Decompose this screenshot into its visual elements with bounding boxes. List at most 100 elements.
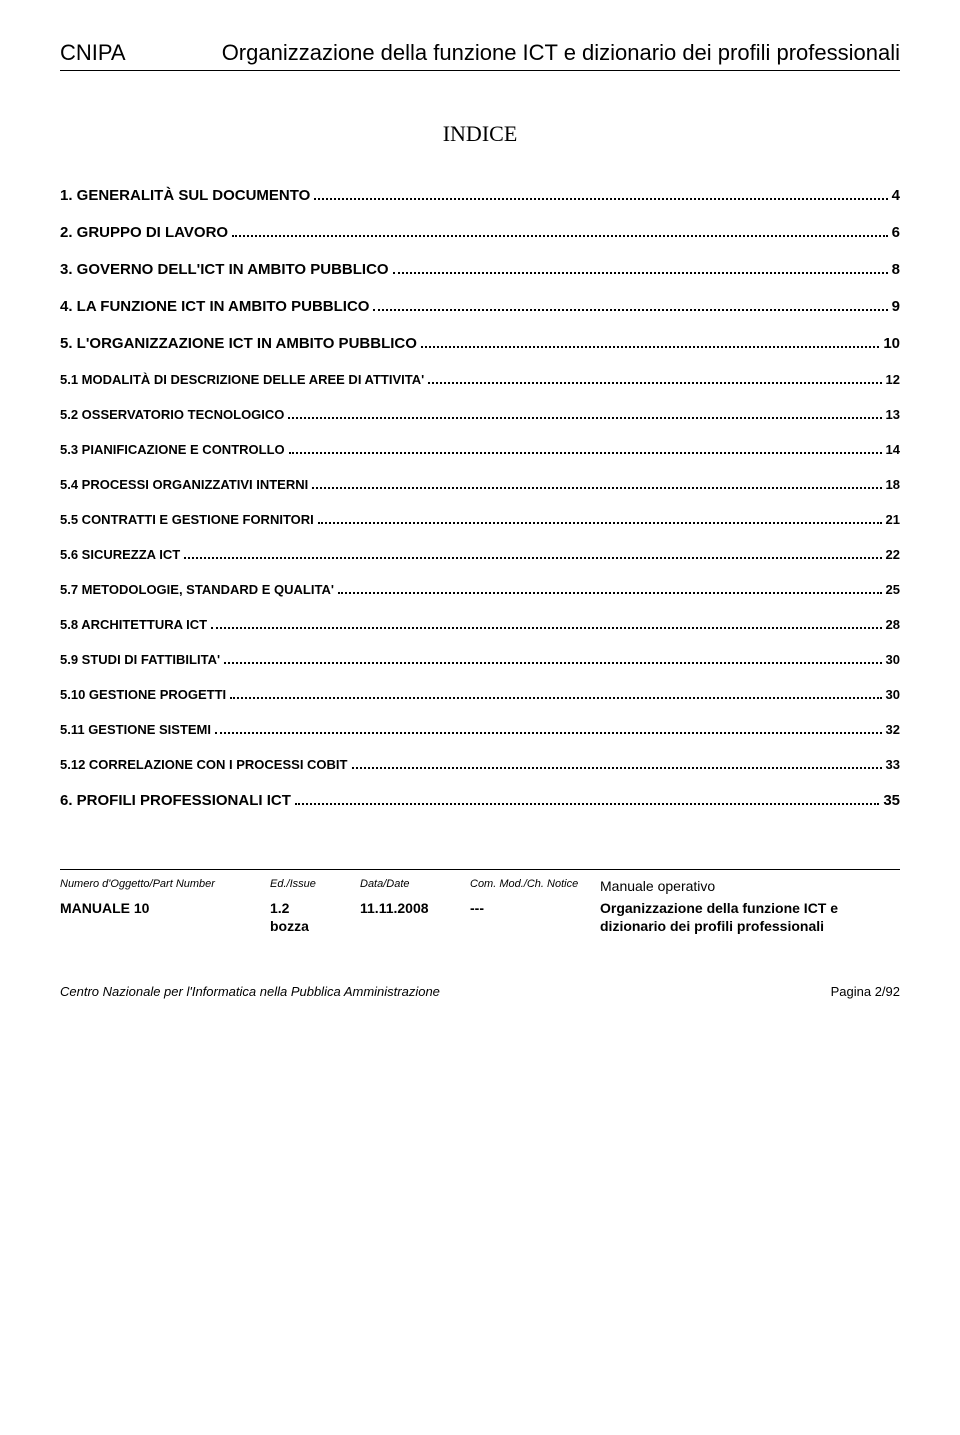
toc-page: 35 xyxy=(883,792,900,809)
toc-dots xyxy=(352,767,882,769)
bottom-org: Centro Nazionale per l'Informatica nella… xyxy=(60,984,440,999)
footer-h-notice: Com. Mod./Ch. Notice xyxy=(470,878,600,894)
toc-entry: 5.9 STUDI DI FATTIBILITA' 30 xyxy=(60,652,900,667)
bottom-page-label: Pagina xyxy=(831,984,875,999)
toc-dots xyxy=(312,487,881,489)
toc-page: 21 xyxy=(886,512,900,527)
toc-label: 6. PROFILI PROFESSIONALI ICT xyxy=(60,792,291,809)
toc-dots xyxy=(289,452,882,454)
toc-label: 5. L'ORGANIZZAZIONE ICT IN AMBITO PUBBLI… xyxy=(60,335,417,352)
toc-label: 5.6 SICUREZZA ICT xyxy=(60,547,180,562)
footer-divider xyxy=(60,869,900,870)
document-header: CNIPA Organizzazione della funzione ICT … xyxy=(60,40,900,71)
toc-page: 28 xyxy=(886,617,900,632)
toc-dots xyxy=(232,235,888,237)
footer-v2-c4 xyxy=(470,918,600,934)
toc-page: 13 xyxy=(886,407,900,422)
toc-page: 25 xyxy=(886,582,900,597)
footer-v-issue: 1.2 xyxy=(270,900,360,916)
toc-entry: 5.8 ARCHITETTURA ICT 28 xyxy=(60,617,900,632)
toc-dots xyxy=(295,803,879,805)
toc-page: 33 xyxy=(886,757,900,772)
toc-entry: 5.11 GESTIONE SISTEMI 32 xyxy=(60,722,900,737)
toc-page: 22 xyxy=(886,547,900,562)
toc-entry: 5.1 MODALITÀ DI DESCRIZIONE DELLE AREE D… xyxy=(60,372,900,387)
toc-label: 1. GENERALITÀ SUL DOCUMENTO xyxy=(60,187,310,204)
toc-page: 10 xyxy=(883,335,900,352)
toc-entry: 5.5 CONTRATTI E GESTIONE FORNITORI 21 xyxy=(60,512,900,527)
footer-values: MANUALE 10 1.2 11.11.2008 --- Organizzaz… xyxy=(60,900,900,916)
toc-page: 18 xyxy=(886,477,900,492)
toc-page: 30 xyxy=(886,652,900,667)
toc-label: 5.4 PROCESSI ORGANIZZATIVI INTERNI xyxy=(60,477,308,492)
footer-v-desc1: Organizzazione della funzione ICT e xyxy=(600,900,900,916)
toc-dots xyxy=(428,382,881,384)
toc-entry: 5.3 PIANIFICAZIONE E CONTROLLO 14 xyxy=(60,442,900,457)
toc-label: 5.2 OSSERVATORIO TECNOLOGICO xyxy=(60,407,284,422)
toc-dots xyxy=(215,732,882,734)
toc-dots xyxy=(373,309,887,311)
toc-entry: 2. GRUPPO DI LAVORO 6 xyxy=(60,224,900,241)
toc-dots xyxy=(184,557,881,559)
toc-entry: 5.10 GESTIONE PROGETTI 30 xyxy=(60,687,900,702)
toc-page: 14 xyxy=(886,442,900,457)
footer-h-issue: Ed./Issue xyxy=(270,878,360,894)
footer-v-date: 11.11.2008 xyxy=(360,900,470,916)
toc-label: 2. GRUPPO DI LAVORO xyxy=(60,224,228,241)
toc-entry: 5.12 CORRELAZIONE CON I PROCESSI COBIT 33 xyxy=(60,757,900,772)
toc-entry: 3. GOVERNO DELL'ICT IN AMBITO PUBBLICO 8 xyxy=(60,261,900,278)
toc-entry: 5.4 PROCESSI ORGANIZZATIVI INTERNI 18 xyxy=(60,477,900,492)
toc-entry: 5.6 SICUREZZA ICT 22 xyxy=(60,547,900,562)
toc-dots xyxy=(211,627,881,629)
toc-label: 4. LA FUNZIONE ICT IN AMBITO PUBBLICO xyxy=(60,298,369,315)
toc-label: 5.12 CORRELAZIONE CON I PROCESSI COBIT xyxy=(60,757,348,772)
toc-label: 3. GOVERNO DELL'ICT IN AMBITO PUBBLICO xyxy=(60,261,389,278)
toc-label: 5.7 METODOLOGIE, STANDARD E QUALITA' xyxy=(60,582,334,597)
header-title: Organizzazione della funzione ICT e dizi… xyxy=(222,40,900,66)
footer-v2-desc2: dizionario dei profili professionali xyxy=(600,918,900,934)
toc-page: 9 xyxy=(892,298,900,315)
footer-h-date: Data/Date xyxy=(360,878,470,894)
footer-v-notice: --- xyxy=(470,900,600,916)
toc-entry: 5.7 METODOLOGIE, STANDARD E QUALITA' 25 xyxy=(60,582,900,597)
toc-entry: 4. LA FUNZIONE ICT IN AMBITO PUBBLICO 9 xyxy=(60,298,900,315)
table-of-contents: 1. GENERALITÀ SUL DOCUMENTO 4 2. GRUPPO DI… xyxy=(60,187,900,809)
toc-dots xyxy=(224,662,881,664)
toc-dots xyxy=(421,346,879,348)
toc-dots xyxy=(230,697,881,699)
footer-v2-c1 xyxy=(60,918,270,934)
toc-dots xyxy=(338,592,882,594)
toc-label: 5.5 CONTRATTI E GESTIONE FORNITORI xyxy=(60,512,314,527)
footer-values-2: bozza dizionario dei profili professiona… xyxy=(60,918,900,934)
toc-label: 5.10 GESTIONE PROGETTI xyxy=(60,687,226,702)
header-org: CNIPA xyxy=(60,40,126,66)
toc-entry: 1. GENERALITÀ SUL DOCUMENTO 4 xyxy=(60,187,900,204)
footer-v2-c2: bozza xyxy=(270,918,360,934)
toc-entry: 5.2 OSSERVATORIO TECNOLOGICO 13 xyxy=(60,407,900,422)
indice-heading: INDICE xyxy=(60,121,900,147)
bottom-page: Pagina 2/92 xyxy=(831,984,900,999)
bottom-footer: Centro Nazionale per l'Informatica nella… xyxy=(60,984,900,999)
toc-page: 6 xyxy=(892,224,900,241)
toc-entry: 6. PROFILI PROFESSIONALI ICT 35 xyxy=(60,792,900,809)
toc-label: 5.3 PIANIFICAZIONE E CONTROLLO xyxy=(60,442,285,457)
toc-label: 5.1 MODALITÀ DI DESCRIZIONE DELLE AREE D… xyxy=(60,372,424,387)
footer-h-manual: Manuale operativo xyxy=(600,878,900,894)
footer-v-partnumber: MANUALE 10 xyxy=(60,900,270,916)
toc-dots xyxy=(318,522,882,524)
toc-page: 4 xyxy=(892,187,900,204)
toc-label: 5.11 GESTIONE SISTEMI xyxy=(60,722,211,737)
toc-dots xyxy=(314,198,887,200)
toc-page: 8 xyxy=(892,261,900,278)
toc-label: 5.9 STUDI DI FATTIBILITA' xyxy=(60,652,220,667)
footer-v2-c3 xyxy=(360,918,470,934)
bottom-page-num: 2/92 xyxy=(875,984,900,999)
footer-h-partnumber: Numero d'Oggetto/Part Number xyxy=(60,878,270,894)
toc-dots xyxy=(288,417,881,419)
footer-headers: Numero d'Oggetto/Part Number Ed./Issue D… xyxy=(60,878,900,894)
toc-dots xyxy=(393,272,888,274)
toc-entry: 5. L'ORGANIZZAZIONE ICT IN AMBITO PUBBLI… xyxy=(60,335,900,352)
toc-label: 5.8 ARCHITETTURA ICT xyxy=(60,617,207,632)
toc-page: 30 xyxy=(886,687,900,702)
toc-page: 32 xyxy=(886,722,900,737)
